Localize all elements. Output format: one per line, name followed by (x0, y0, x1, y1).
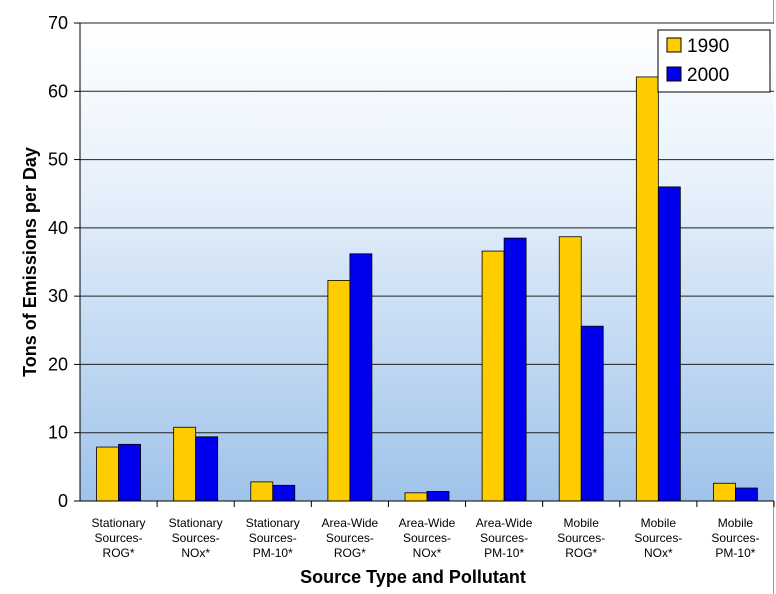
legend-swatch-1990 (666, 37, 682, 53)
y-tick-label: 70 (48, 13, 68, 33)
y-tick-label: 10 (48, 423, 68, 443)
x-axis-title: Source Type and Pollutant (300, 567, 526, 587)
x-category-label: Stationary Sources-ROG* (92, 516, 146, 560)
y-tick-label: 30 (48, 286, 68, 306)
x-category-label: Mobile Sources-ROG* (557, 516, 605, 560)
bar-2000-8 (735, 487, 758, 502)
bar-1990-0 (96, 446, 119, 502)
legend: 1990 2000 (657, 29, 771, 93)
bar-1990-3 (327, 280, 351, 502)
axes (79, 23, 774, 502)
x-category-label: Stationary Sources-PM-10* (246, 516, 300, 560)
y-tick-label: 50 (48, 150, 68, 170)
bar-1990-6 (558, 236, 582, 502)
x-category-label: Area-Wide Sources-ROG* (322, 516, 379, 560)
bar-2000-4 (426, 491, 450, 502)
legend-swatch-2000 (666, 66, 682, 82)
bar-1990-7 (635, 76, 659, 502)
bars (96, 76, 758, 502)
bar-2000-5 (503, 237, 527, 502)
x-category-label: Mobile Sources-PM-10* (711, 516, 759, 560)
bar-2000-7 (657, 186, 681, 502)
legend-label-1990: 1990 (687, 36, 729, 57)
bar-1990-5 (481, 250, 505, 502)
bar-2000-2 (272, 484, 296, 502)
x-category-label: Area-Wide Sources-PM-10* (476, 516, 533, 560)
y-tick-label: 20 (48, 354, 68, 374)
bar-1990-2 (250, 481, 274, 502)
bar-2000-6 (580, 325, 604, 502)
y-tick-label: 0 (58, 491, 68, 511)
bar-1990-1 (173, 426, 197, 502)
bar-1990-4 (404, 492, 428, 502)
x-category-label: Stationary Sources-NOx* (169, 516, 223, 560)
y-tick-label: 40 (48, 218, 68, 238)
x-category-label: Area-Wide Sources-NOx* (399, 516, 456, 560)
bar-1990-8 (713, 482, 736, 502)
x-category-labels: Stationary Sources-ROG* Stationary Sources-… (92, 501, 775, 560)
bar-2000-3 (349, 253, 373, 502)
legend-label-2000: 2000 (687, 65, 729, 86)
bar-2000-0 (118, 443, 141, 502)
x-category-label: Mobile Sources-NOx* (634, 516, 682, 560)
y-tick-labels: 0 10 20 30 40 50 60 70 (48, 13, 80, 511)
y-axis-title: Tons of Emissions per Day (20, 147, 40, 377)
y-tick-label: 60 (48, 81, 68, 101)
bar-2000-1 (195, 436, 219, 502)
